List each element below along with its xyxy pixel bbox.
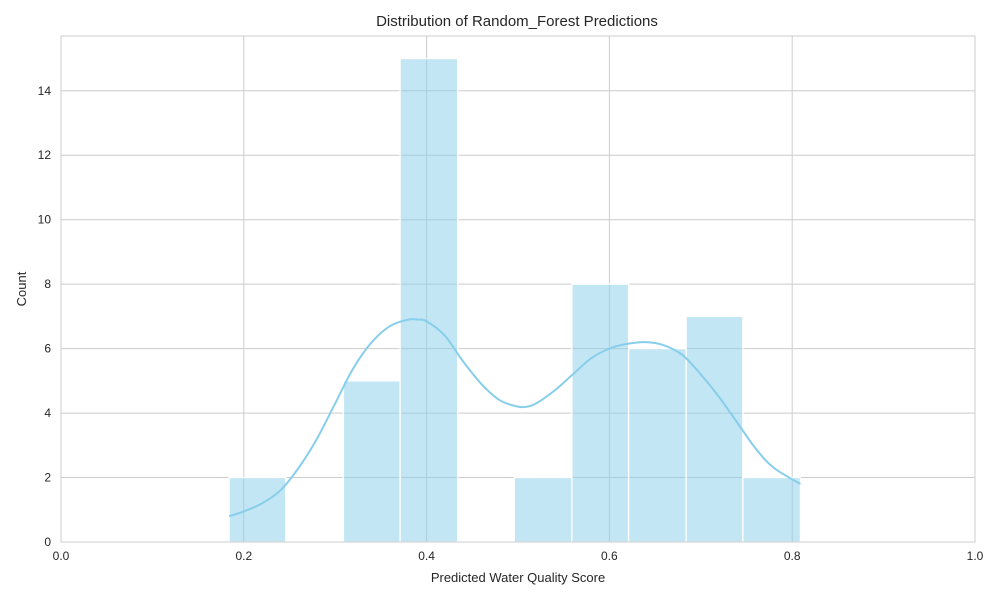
chart-title: Distribution of Random_Forest Prediction… [376,13,658,30]
x-tick-label: 0.8 [784,549,801,563]
y-axis-label: Count [14,271,29,306]
y-tick-label: 10 [38,213,52,227]
y-tick-labels: 0 2 4 6 8 10 12 14 [38,84,52,549]
histogram-bar [228,476,287,543]
histogram-bar [685,315,744,543]
histogram-bar [513,476,573,543]
y-tick-label: 6 [44,342,51,356]
x-axis-label: Predicted Water Quality Score [431,570,605,585]
y-tick-label: 0 [44,535,51,549]
y-tick-label: 2 [44,471,51,485]
x-tick-label: 0.6 [601,549,618,563]
y-tick-label: 4 [44,406,51,420]
histogram-bars [228,57,802,543]
histogram-bar [742,476,802,543]
x-tick-label: 0.4 [418,549,435,563]
y-tick-label: 12 [38,148,52,162]
grid-lines [60,36,976,543]
kde-curve [228,318,801,518]
x-tick-label: 0.2 [235,549,252,563]
histogram-bar [627,347,687,543]
plot-frame [60,35,976,543]
y-tick-label: 8 [44,277,51,291]
kde-curve-layer [228,318,801,518]
y-tick-label: 14 [38,84,52,98]
histogram-bar [342,380,401,543]
x-tick-label: 0.0 [53,549,70,563]
x-tick-label: 1.0 [967,549,984,563]
histogram-bar [399,57,459,543]
x-tick-labels: 0.0 0.2 0.4 0.6 0.8 1.0 [53,549,984,563]
histogram-bar [571,283,630,543]
